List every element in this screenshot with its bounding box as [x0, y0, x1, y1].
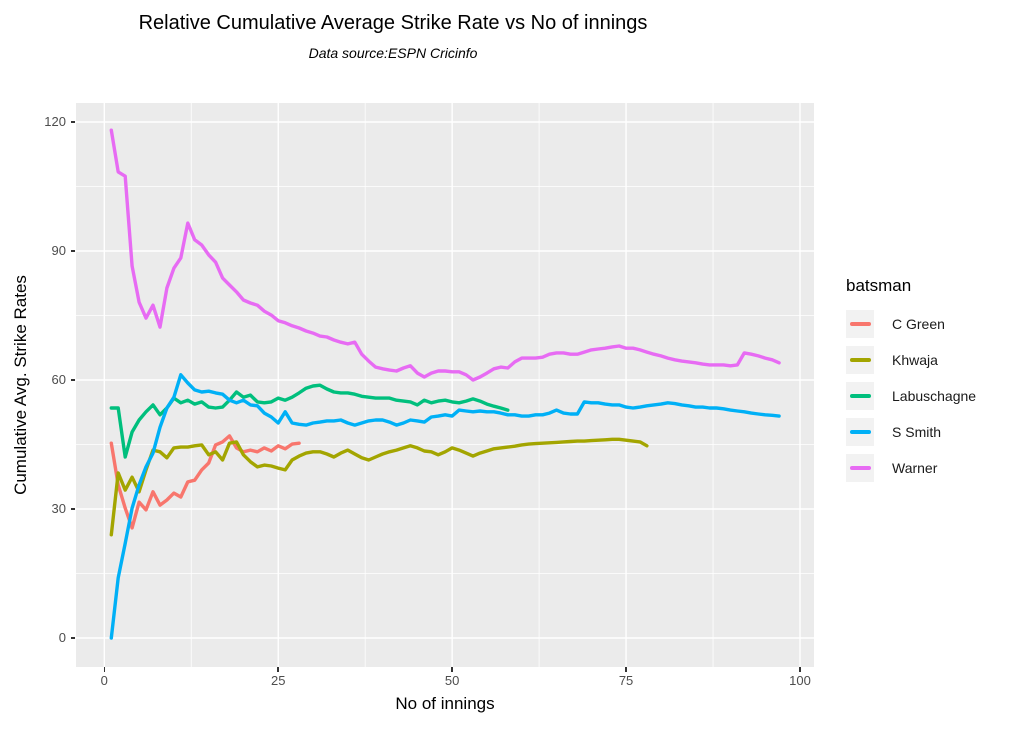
legend: batsman C Green Khwaja Labuschagne S Smith W… [846, 276, 976, 486]
series-line-c-green [109, 434, 301, 530]
plot-panel [76, 103, 814, 667]
y-tick-label: 0 [58, 630, 66, 645]
y-tick-label: 90 [51, 243, 66, 258]
legend-item-s-smith: S Smith [846, 414, 976, 450]
series-line-warner [109, 128, 781, 382]
y-tick-label: 60 [51, 372, 66, 387]
legend-key-swatch [846, 418, 874, 446]
legend-item-khwaja: Khwaja [846, 342, 976, 378]
legend-label: Warner [892, 460, 938, 476]
y-tick-mark [70, 508, 75, 510]
legend-key-line-icon [849, 394, 871, 398]
series-line-khwaja [109, 437, 649, 537]
legend-key-swatch [846, 346, 874, 374]
legend-key-swatch [846, 454, 874, 482]
y-tick-mark [70, 121, 75, 123]
y-tick-mark [70, 250, 75, 252]
x-tick-label: 100 [789, 673, 811, 688]
x-tick-mark [625, 667, 627, 672]
chart-title: Relative Cumulative Average Strike Rate … [138, 12, 648, 34]
x-tick-label: 50 [444, 673, 460, 688]
legend-label: S Smith [892, 424, 942, 440]
legend-items: C Green Khwaja Labuschagne S Smith Warner [846, 306, 976, 486]
y-tick-mark [70, 379, 75, 381]
x-axis-title: No of innings [395, 694, 495, 713]
title-block: Relative Cumulative Average Strike Rate … [0, 0, 786, 61]
x-tick-mark [799, 667, 801, 672]
x-tick-mark [451, 667, 453, 672]
legend-key-swatch [846, 382, 874, 410]
plot-area [76, 103, 814, 667]
legend-title: batsman [846, 276, 912, 295]
y-tick-label: 120 [44, 114, 66, 129]
legend-label: Khwaja [892, 352, 938, 368]
legend-item-c-green: C Green [846, 306, 976, 342]
legend-key-line-icon [849, 466, 871, 470]
series-line-s-smith [109, 373, 781, 640]
legend-key-line-icon [849, 322, 871, 326]
x-tick-mark [103, 667, 106, 672]
legend-key-line-icon [849, 358, 871, 362]
legend-label: Labuschagne [892, 388, 977, 404]
x-tick-mark [277, 667, 279, 672]
x-tick-label: 0 [100, 673, 108, 688]
chart-subtitle: Data source:ESPN Cricinfo [308, 45, 478, 61]
legend-key-line-icon [849, 430, 871, 434]
legend-label: C Green [892, 316, 945, 332]
series-line-labuschagne [109, 383, 510, 459]
x-tick-label: 25 [270, 673, 286, 688]
x-tick-label: 75 [618, 673, 634, 688]
y-tick-label: 30 [51, 501, 66, 516]
y-tick-mark [70, 637, 75, 639]
legend-key-swatch [846, 310, 874, 338]
legend-item-labuschagne: Labuschagne [846, 378, 976, 414]
legend-item-warner: Warner [846, 450, 976, 486]
